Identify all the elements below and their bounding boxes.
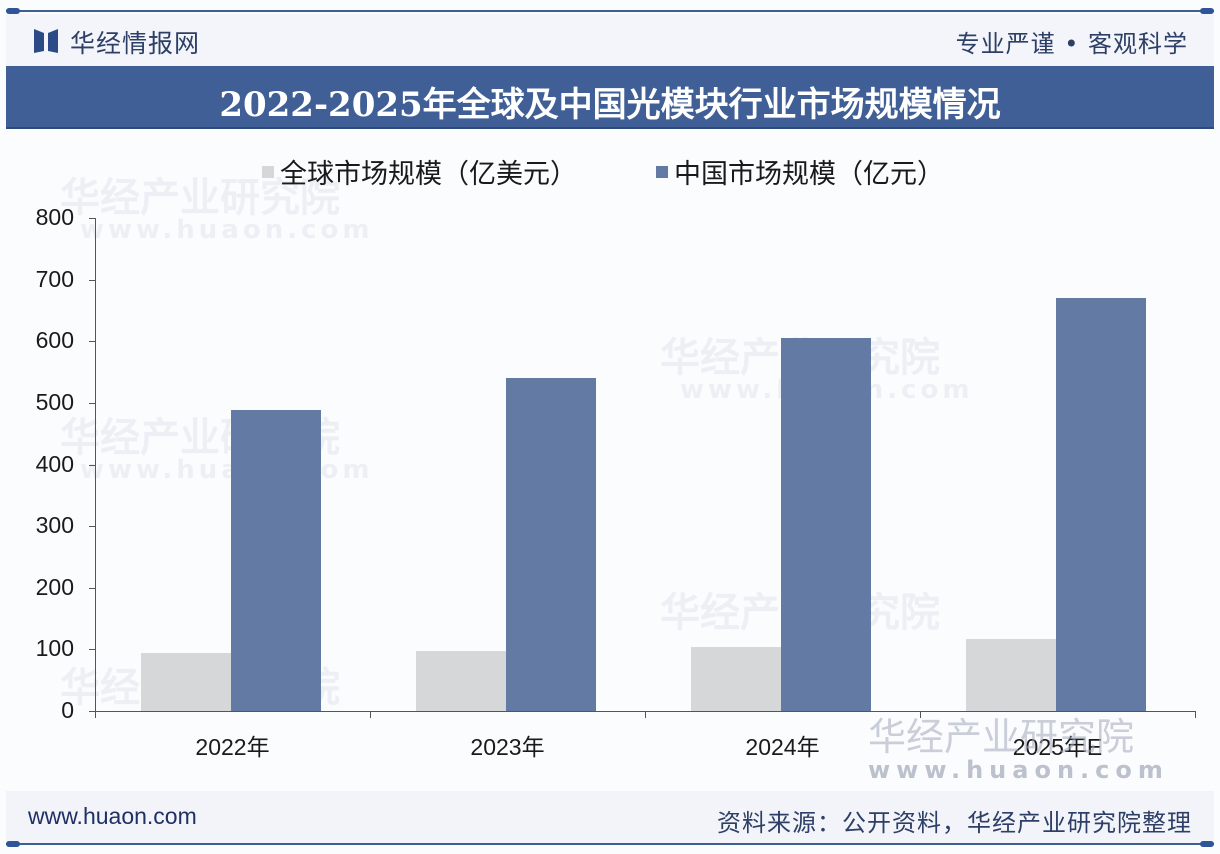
y-tick-label: 0 xyxy=(61,697,74,723)
y-tick xyxy=(89,464,95,466)
title-bar: 2022-2025年全球及中国光模块行业市场规模情况 xyxy=(6,66,1214,129)
y-tick xyxy=(89,711,95,712)
rule-cap-right xyxy=(1200,841,1214,847)
y-tick xyxy=(89,649,95,651)
rule-cap-left xyxy=(6,8,20,14)
footer-source: 资料来源：公开资料，华经产业研究院整理 xyxy=(717,809,1192,837)
y-tick-label: 500 xyxy=(35,388,74,415)
bar-china xyxy=(231,410,321,711)
legend-swatch-global xyxy=(262,165,274,178)
bar-global xyxy=(416,651,506,711)
legend-label-china: 中国市场规模（亿元） xyxy=(674,159,944,190)
legend: 全球市场规模（亿美元） 中国市场规模（亿元） xyxy=(0,152,1220,192)
y-axis xyxy=(95,218,96,712)
brand-name: 华经情报网 xyxy=(70,29,201,58)
x-axis xyxy=(89,711,1196,712)
brand-slogan: 专业严谨 • 客观科学 xyxy=(955,30,1188,58)
y-tick xyxy=(89,587,95,589)
rule-cap-left xyxy=(6,841,20,847)
x-tick xyxy=(920,711,921,718)
bar-global xyxy=(966,638,1056,711)
bar-china xyxy=(1056,298,1146,711)
bar-china xyxy=(781,338,871,711)
y-tick-label: 700 xyxy=(35,265,74,292)
legend-swatch-china xyxy=(656,165,668,178)
bottom-rule xyxy=(6,841,1214,847)
x-tick-label: 2023年 xyxy=(470,734,545,760)
y-tick-label: 300 xyxy=(35,512,74,539)
legend-label-global: 全球市场规模（亿美元） xyxy=(280,159,577,190)
y-tick-label: 800 xyxy=(35,204,74,230)
y-tick xyxy=(89,341,95,343)
footer: www.huaon.com 资料来源：公开资料，华经产业研究院整理 xyxy=(6,791,1214,843)
y-tick xyxy=(89,279,95,281)
top-rule xyxy=(6,8,1214,14)
bar-global xyxy=(691,646,781,711)
y-tick-label: 100 xyxy=(35,635,74,662)
bar-china xyxy=(506,378,596,711)
legend-item-china: 中国市场规模（亿元） xyxy=(656,152,944,191)
x-tick xyxy=(1195,711,1196,718)
chart-title: 2022-2025年全球及中国光模块行业市场规模情况 xyxy=(219,85,1001,125)
brand-logo-icon xyxy=(34,29,58,53)
x-tick xyxy=(95,711,96,718)
y-tick-label: 600 xyxy=(35,327,74,354)
y-tick-label: 200 xyxy=(35,573,74,600)
legend-item-global: 全球市场规模（亿美元） xyxy=(262,152,577,191)
y-tick xyxy=(89,402,95,404)
x-tick xyxy=(645,711,646,718)
y-tick xyxy=(89,218,95,219)
footer-url: www.huaon.com xyxy=(28,803,197,829)
x-tick-label: 2025年E xyxy=(1012,734,1103,760)
y-tick xyxy=(89,526,95,528)
x-tick-label: 2024年 xyxy=(745,734,820,760)
rule-cap-right xyxy=(1200,8,1214,14)
bar-global xyxy=(141,653,231,711)
x-tick-label: 2022年 xyxy=(195,734,270,760)
x-tick xyxy=(370,711,371,718)
y-tick-label: 400 xyxy=(35,450,74,477)
brand-row: 华经情报网 专业严谨 • 客观科学 xyxy=(6,14,1214,66)
